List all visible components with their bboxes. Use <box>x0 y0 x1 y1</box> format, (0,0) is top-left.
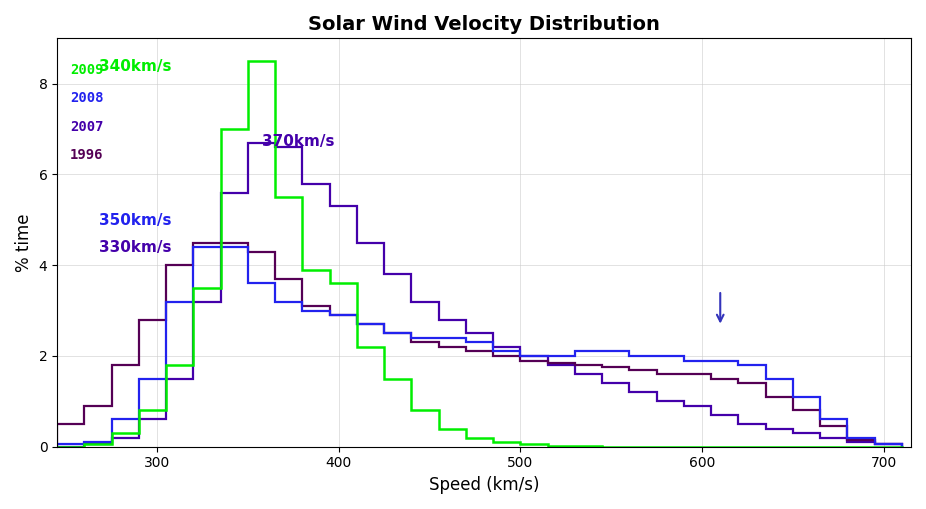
X-axis label: Speed (km/s): Speed (km/s) <box>429 476 539 494</box>
Title: Solar Wind Velocity Distribution: Solar Wind Velocity Distribution <box>308 15 660 34</box>
Y-axis label: % time: % time <box>15 213 33 272</box>
Text: 2008: 2008 <box>69 92 104 105</box>
Text: 370km/s: 370km/s <box>262 134 335 149</box>
Text: 2009: 2009 <box>69 63 104 77</box>
Text: 2007: 2007 <box>69 120 104 133</box>
Text: 340km/s: 340km/s <box>99 59 171 74</box>
Text: 1996: 1996 <box>69 148 104 162</box>
Text: 330km/s: 330km/s <box>99 240 171 255</box>
Text: 350km/s: 350km/s <box>99 213 171 228</box>
